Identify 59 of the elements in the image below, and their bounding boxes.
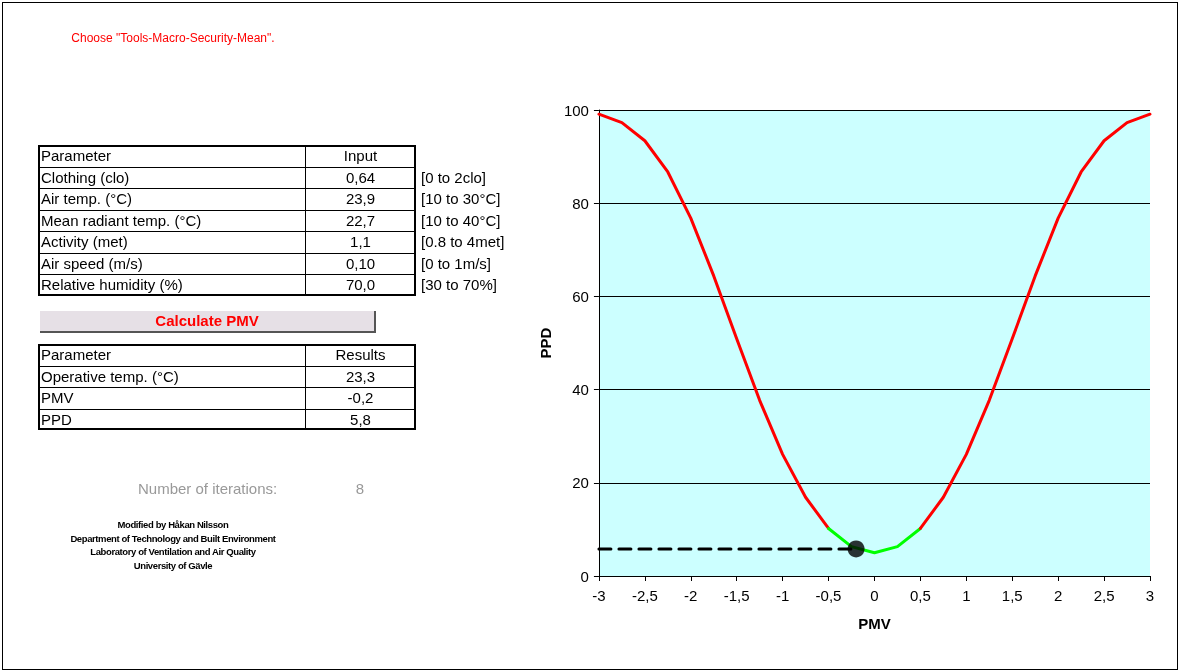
text: Clothing (clo) <box>40 167 131 188</box>
x-tick-label: 0,5 <box>909 587 931 604</box>
text: Department of Technology and Built Environment <box>69 531 277 545</box>
x-tick-label: -1,5 <box>723 587 750 604</box>
text: Parameter <box>40 146 113 166</box>
text: 8 <box>354 479 366 499</box>
text: 23,9 <box>344 189 377 209</box>
x-tick-label: 1,5 <box>1001 587 1023 604</box>
text: [0 to 2clo] <box>420 167 488 188</box>
y-axis-title: PPD <box>537 327 554 359</box>
text: Laboratory of Ventilation and Air Quality <box>89 545 257 558</box>
text: Relative humidity (%) <box>40 275 184 295</box>
text: PPD <box>40 409 73 430</box>
text: [0.8 to 4met] <box>420 232 506 252</box>
x-tick-label: 2 <box>1053 587 1063 604</box>
text: 70,0 <box>344 275 377 295</box>
x-axis-title: PMV <box>858 615 891 632</box>
text: 23,3 <box>344 366 377 387</box>
y-tick-label: 40 <box>572 381 589 399</box>
text: Modified by Håkan Nilsson <box>116 518 230 531</box>
y-tick-label: 100 <box>563 101 589 119</box>
x-tick-label: -2,5 <box>631 587 658 604</box>
text: [30 to 70%] <box>420 275 498 295</box>
y-tick-label: 0 <box>580 567 589 585</box>
text: Parameter <box>40 345 113 365</box>
text: [10 to 40°C] <box>420 210 502 231</box>
text: Operative temp. (°C) <box>40 366 180 387</box>
text: 22,7 <box>344 210 377 231</box>
text: -0,2 <box>346 388 375 408</box>
x-tick-label: 2,5 <box>1093 587 1115 604</box>
x-tick-label: -1 <box>775 587 790 604</box>
y-tick-label: 80 <box>572 194 589 212</box>
x-tick-label: 1 <box>962 587 971 604</box>
text: PMV <box>40 388 75 408</box>
text: Results <box>334 345 387 365</box>
text: Mean radiant temp. (°C) <box>40 210 203 231</box>
line-series <box>597 112 831 530</box>
text: 1,1 <box>349 232 372 252</box>
text: [0 to 1m/s] <box>420 253 493 274</box>
x-tick-label: -0,5 <box>815 587 842 604</box>
x-tick-label: -2 <box>684 587 698 604</box>
line-series <box>918 112 1152 530</box>
text: 0,64 <box>344 167 377 188</box>
x-tick-label: 0 <box>870 587 879 604</box>
text: University of Gävle <box>132 558 214 572</box>
text: [10 to 30°C] <box>420 189 502 209</box>
text: Air temp. (°C) <box>40 189 133 209</box>
text: Activity (met) <box>40 232 129 252</box>
text: Calculate PMV <box>40 311 376 333</box>
text: 0,10 <box>344 253 377 274</box>
text: 5,8 <box>349 409 372 430</box>
text: Choose "Tools-Macro-Security-Mean". <box>70 30 276 47</box>
text: Number of iterations: <box>137 479 279 499</box>
text: Air speed (m/s) <box>40 253 144 274</box>
text: Input <box>342 146 379 166</box>
y-tick-label: 20 <box>572 474 589 492</box>
x-tick-label: -3 <box>592 587 606 604</box>
x-tick-label: 3 <box>1145 587 1155 604</box>
y-tick-label: 60 <box>572 287 589 305</box>
